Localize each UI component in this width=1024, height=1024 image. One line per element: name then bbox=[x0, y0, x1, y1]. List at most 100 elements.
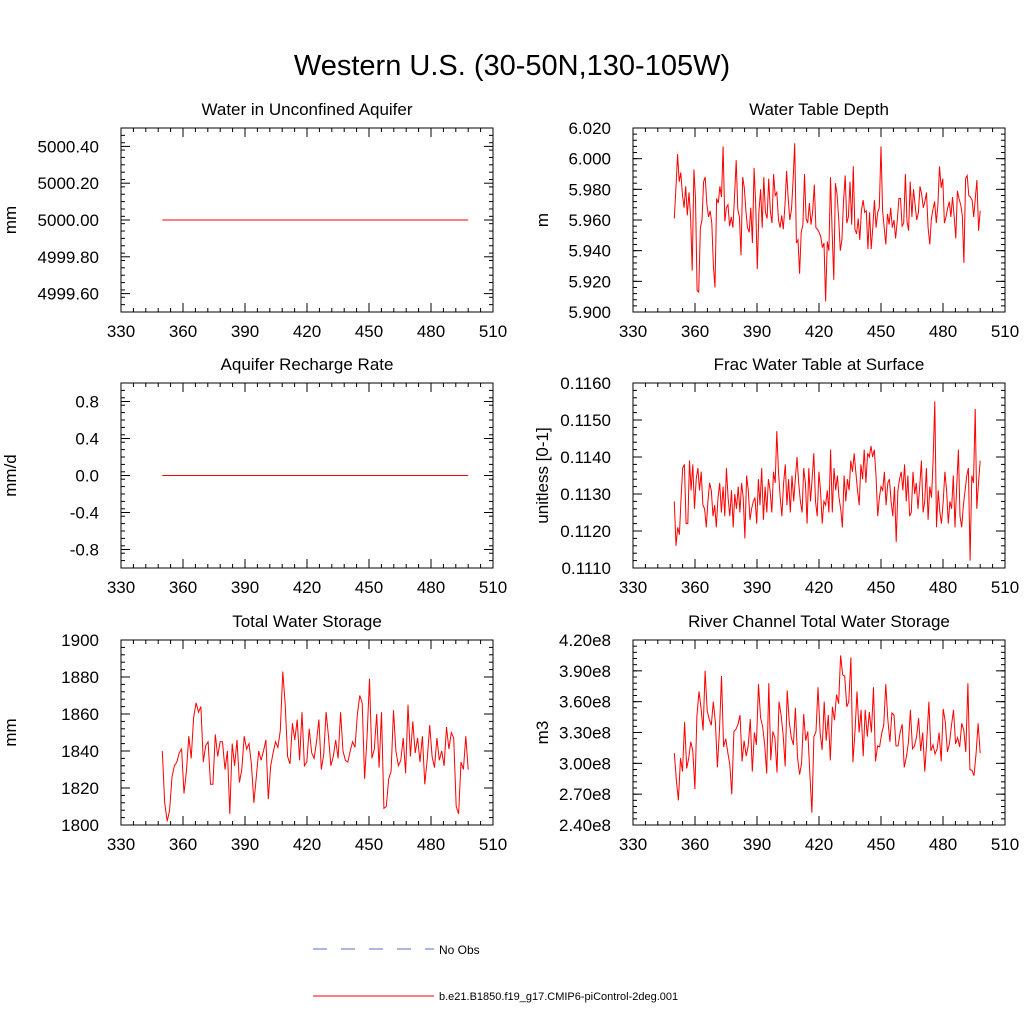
y-tick-label: 3.90e8 bbox=[559, 662, 611, 681]
x-tick-label: 330 bbox=[619, 322, 647, 341]
chart-title: Water in Unconfined Aquifer bbox=[201, 100, 412, 119]
x-tick-label: 420 bbox=[293, 578, 321, 597]
y-tick-label: 1840 bbox=[61, 742, 99, 761]
x-tick-label: 420 bbox=[805, 578, 833, 597]
chart-panel-6: River Channel Total Water Storage m3 330 36… bbox=[533, 612, 1019, 854]
y-tick-label: 6.000 bbox=[568, 150, 611, 169]
y-tick-label: 0.8 bbox=[75, 393, 99, 412]
x-tick-label: 330 bbox=[619, 578, 647, 597]
x-tick-label: 480 bbox=[417, 322, 445, 341]
y-tick-label: 0.1120 bbox=[560, 522, 611, 541]
x-tick-label: 450 bbox=[355, 322, 383, 341]
plot-frame bbox=[120, 639, 494, 826]
x-tick-label: 360 bbox=[681, 322, 709, 341]
y-tick-label: 2.40e8 bbox=[559, 816, 611, 835]
y-tick-label: 0.1130 bbox=[560, 485, 611, 504]
x-tick-label: 360 bbox=[681, 578, 709, 597]
chart-title: Frac Water Table at Surface bbox=[714, 355, 925, 374]
y-tick-label: 5000.40 bbox=[38, 137, 99, 156]
y-axis-label: mm bbox=[1, 718, 20, 746]
x-tick-label: 420 bbox=[805, 835, 833, 854]
y-tick-label: 3.00e8 bbox=[559, 754, 611, 773]
x-tick-label: 510 bbox=[991, 322, 1019, 341]
y-tick-label: 2.70e8 bbox=[559, 785, 611, 804]
chart-title: Water Table Depth bbox=[749, 100, 889, 119]
x-tick-label: 450 bbox=[867, 322, 895, 341]
x-tick-label: 330 bbox=[619, 835, 647, 854]
y-tick-label: 5.900 bbox=[568, 303, 611, 322]
y-tick-label: 1820 bbox=[61, 779, 99, 798]
x-tick-label: 480 bbox=[929, 578, 957, 597]
x-tick-label: 510 bbox=[479, 578, 507, 597]
y-tick-label: 1900 bbox=[61, 631, 99, 650]
x-tick-label: 510 bbox=[991, 578, 1019, 597]
x-tick-label: 510 bbox=[479, 835, 507, 854]
y-tick-label: 3.60e8 bbox=[559, 693, 611, 712]
chart-panel-2: Water Table Depth m 330 360 390 420 450 480 510 5… bbox=[533, 100, 1019, 341]
chart-panel-3: Aquifer Recharge Rate mm/d 330 360 390 420 450… bbox=[1, 355, 507, 597]
y-tick-label: 0.1150 bbox=[560, 411, 611, 430]
x-tick-label: 360 bbox=[169, 322, 197, 341]
y-tick-label: 1860 bbox=[61, 705, 99, 724]
y-axis-label: mm bbox=[1, 206, 20, 234]
x-tick-label: 420 bbox=[805, 322, 833, 341]
x-tick-label: 480 bbox=[929, 835, 957, 854]
y-tick-label: 5000.00 bbox=[38, 211, 99, 230]
y-axis-label: unitless [0-1] bbox=[533, 427, 552, 523]
x-tick-label: 480 bbox=[417, 578, 445, 597]
y-tick-label: 6.020 bbox=[568, 119, 611, 138]
y-tick-label: 0.1140 bbox=[560, 448, 611, 467]
y-tick-label: -0.8 bbox=[70, 541, 99, 560]
x-tick-label: 360 bbox=[169, 578, 197, 597]
y-tick-label: 5.940 bbox=[568, 242, 611, 261]
y-tick-label: 4.20e8 bbox=[559, 631, 611, 650]
x-tick-label: 390 bbox=[743, 322, 771, 341]
x-tick-label: 450 bbox=[355, 578, 383, 597]
y-tick-label: 4999.80 bbox=[38, 248, 99, 267]
y-axis-label: mm/d bbox=[1, 454, 20, 497]
y-tick-label: 0.0 bbox=[75, 467, 99, 486]
chart-title: River Channel Total Water Storage bbox=[688, 612, 950, 631]
plot-frame bbox=[632, 127, 1006, 313]
y-tick-label: -0.4 bbox=[70, 504, 99, 523]
series-line bbox=[161, 671, 469, 822]
series-line bbox=[673, 655, 981, 813]
x-tick-label: 390 bbox=[743, 578, 771, 597]
x-tick-label: 330 bbox=[107, 322, 135, 341]
y-tick-label: 0.1110 bbox=[562, 559, 611, 578]
x-tick-label: 510 bbox=[991, 835, 1019, 854]
x-tick-label: 330 bbox=[107, 578, 135, 597]
y-tick-label: 1880 bbox=[61, 668, 99, 687]
x-tick-label: 480 bbox=[417, 835, 445, 854]
x-tick-label: 390 bbox=[231, 322, 259, 341]
chart-panel-5: Total Water Storage mm 330 360 390 420 450 480 5… bbox=[1, 612, 507, 854]
chart-title: Aquifer Recharge Rate bbox=[221, 355, 394, 374]
chart-panel-4: Frac Water Table at Surface unitless [0-1… bbox=[533, 355, 1019, 597]
y-tick-label: 0.4 bbox=[75, 430, 99, 449]
y-tick-label: 5000.20 bbox=[38, 174, 99, 193]
x-tick-label: 390 bbox=[231, 835, 259, 854]
x-tick-label: 450 bbox=[867, 578, 895, 597]
y-axis-label: m bbox=[533, 213, 552, 227]
y-tick-label: 5.920 bbox=[568, 272, 611, 291]
x-tick-label: 420 bbox=[293, 322, 321, 341]
x-tick-label: 360 bbox=[169, 835, 197, 854]
plot-frame bbox=[632, 639, 1006, 826]
y-tick-label: 5.960 bbox=[568, 211, 611, 230]
series-line bbox=[673, 401, 981, 561]
y-tick-label: 1800 bbox=[61, 816, 99, 835]
x-tick-label: 390 bbox=[743, 835, 771, 854]
y-tick-label: 0.1160 bbox=[560, 374, 611, 393]
x-tick-label: 480 bbox=[929, 322, 957, 341]
chart-title: Total Water Storage bbox=[232, 612, 382, 631]
x-tick-label: 420 bbox=[293, 835, 321, 854]
x-tick-label: 390 bbox=[231, 578, 259, 597]
y-axis-label: m3 bbox=[533, 721, 552, 745]
y-tick-label: 4999.60 bbox=[38, 285, 99, 304]
x-tick-label: 510 bbox=[479, 322, 507, 341]
x-tick-label: 450 bbox=[867, 835, 895, 854]
y-tick-label: 5.980 bbox=[568, 180, 611, 199]
x-tick-label: 360 bbox=[681, 835, 709, 854]
chart-panel-1: Water in Unconfined Aquifer mm 330 360 390 42… bbox=[1, 100, 507, 341]
